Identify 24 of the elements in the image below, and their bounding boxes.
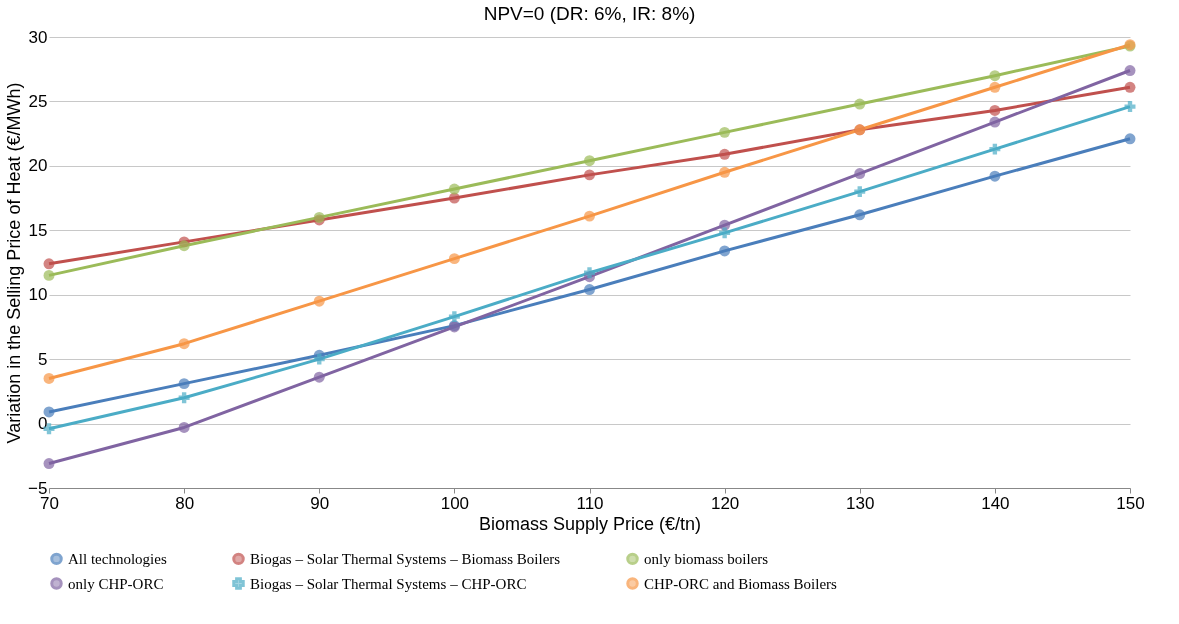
legend-label: only biomass boilers bbox=[644, 550, 769, 567]
y-tick-label: 20 bbox=[28, 156, 48, 176]
x-tick-label: 90 bbox=[310, 493, 330, 513]
x-tick-label: 110 bbox=[576, 493, 604, 513]
y-tick-label: 30 bbox=[28, 27, 48, 47]
x-tick-label: 140 bbox=[981, 493, 1010, 513]
legend-label: All technologies bbox=[68, 550, 167, 567]
x-tick-label: 130 bbox=[846, 493, 875, 513]
y-tick-label: 0 bbox=[38, 414, 48, 434]
chart-title: NPV=0 (DR: 6%, IR: 8%) bbox=[483, 3, 696, 24]
y-tick-label: 25 bbox=[28, 91, 48, 111]
legend-label: Biogas – Solar Thermal Systems – Biomass Boilers bbox=[250, 550, 561, 567]
legend-label: Biogas – Solar Thermal Systems – CHP-ORC bbox=[250, 575, 527, 592]
y-tick-label: 5 bbox=[38, 349, 48, 369]
x-axis-title: Biomass Supply Price (€/tn) bbox=[478, 513, 702, 534]
x-tick-label: 120 bbox=[710, 493, 740, 513]
y-tick-label: 10 bbox=[28, 285, 48, 305]
x-tick-label: 80 bbox=[175, 493, 195, 513]
legend-label: CHP-ORC and Biomass Boilers bbox=[644, 575, 838, 592]
y-axis-title: Variation in the Selling Price of Heat (€/MWh) bbox=[4, 82, 25, 444]
x-tick-label: 150 bbox=[1116, 493, 1145, 513]
legend-label: only CHP-ORC bbox=[68, 575, 164, 592]
x-tick-label: 100 bbox=[440, 493, 470, 513]
y-tick-label: 15 bbox=[28, 220, 48, 240]
